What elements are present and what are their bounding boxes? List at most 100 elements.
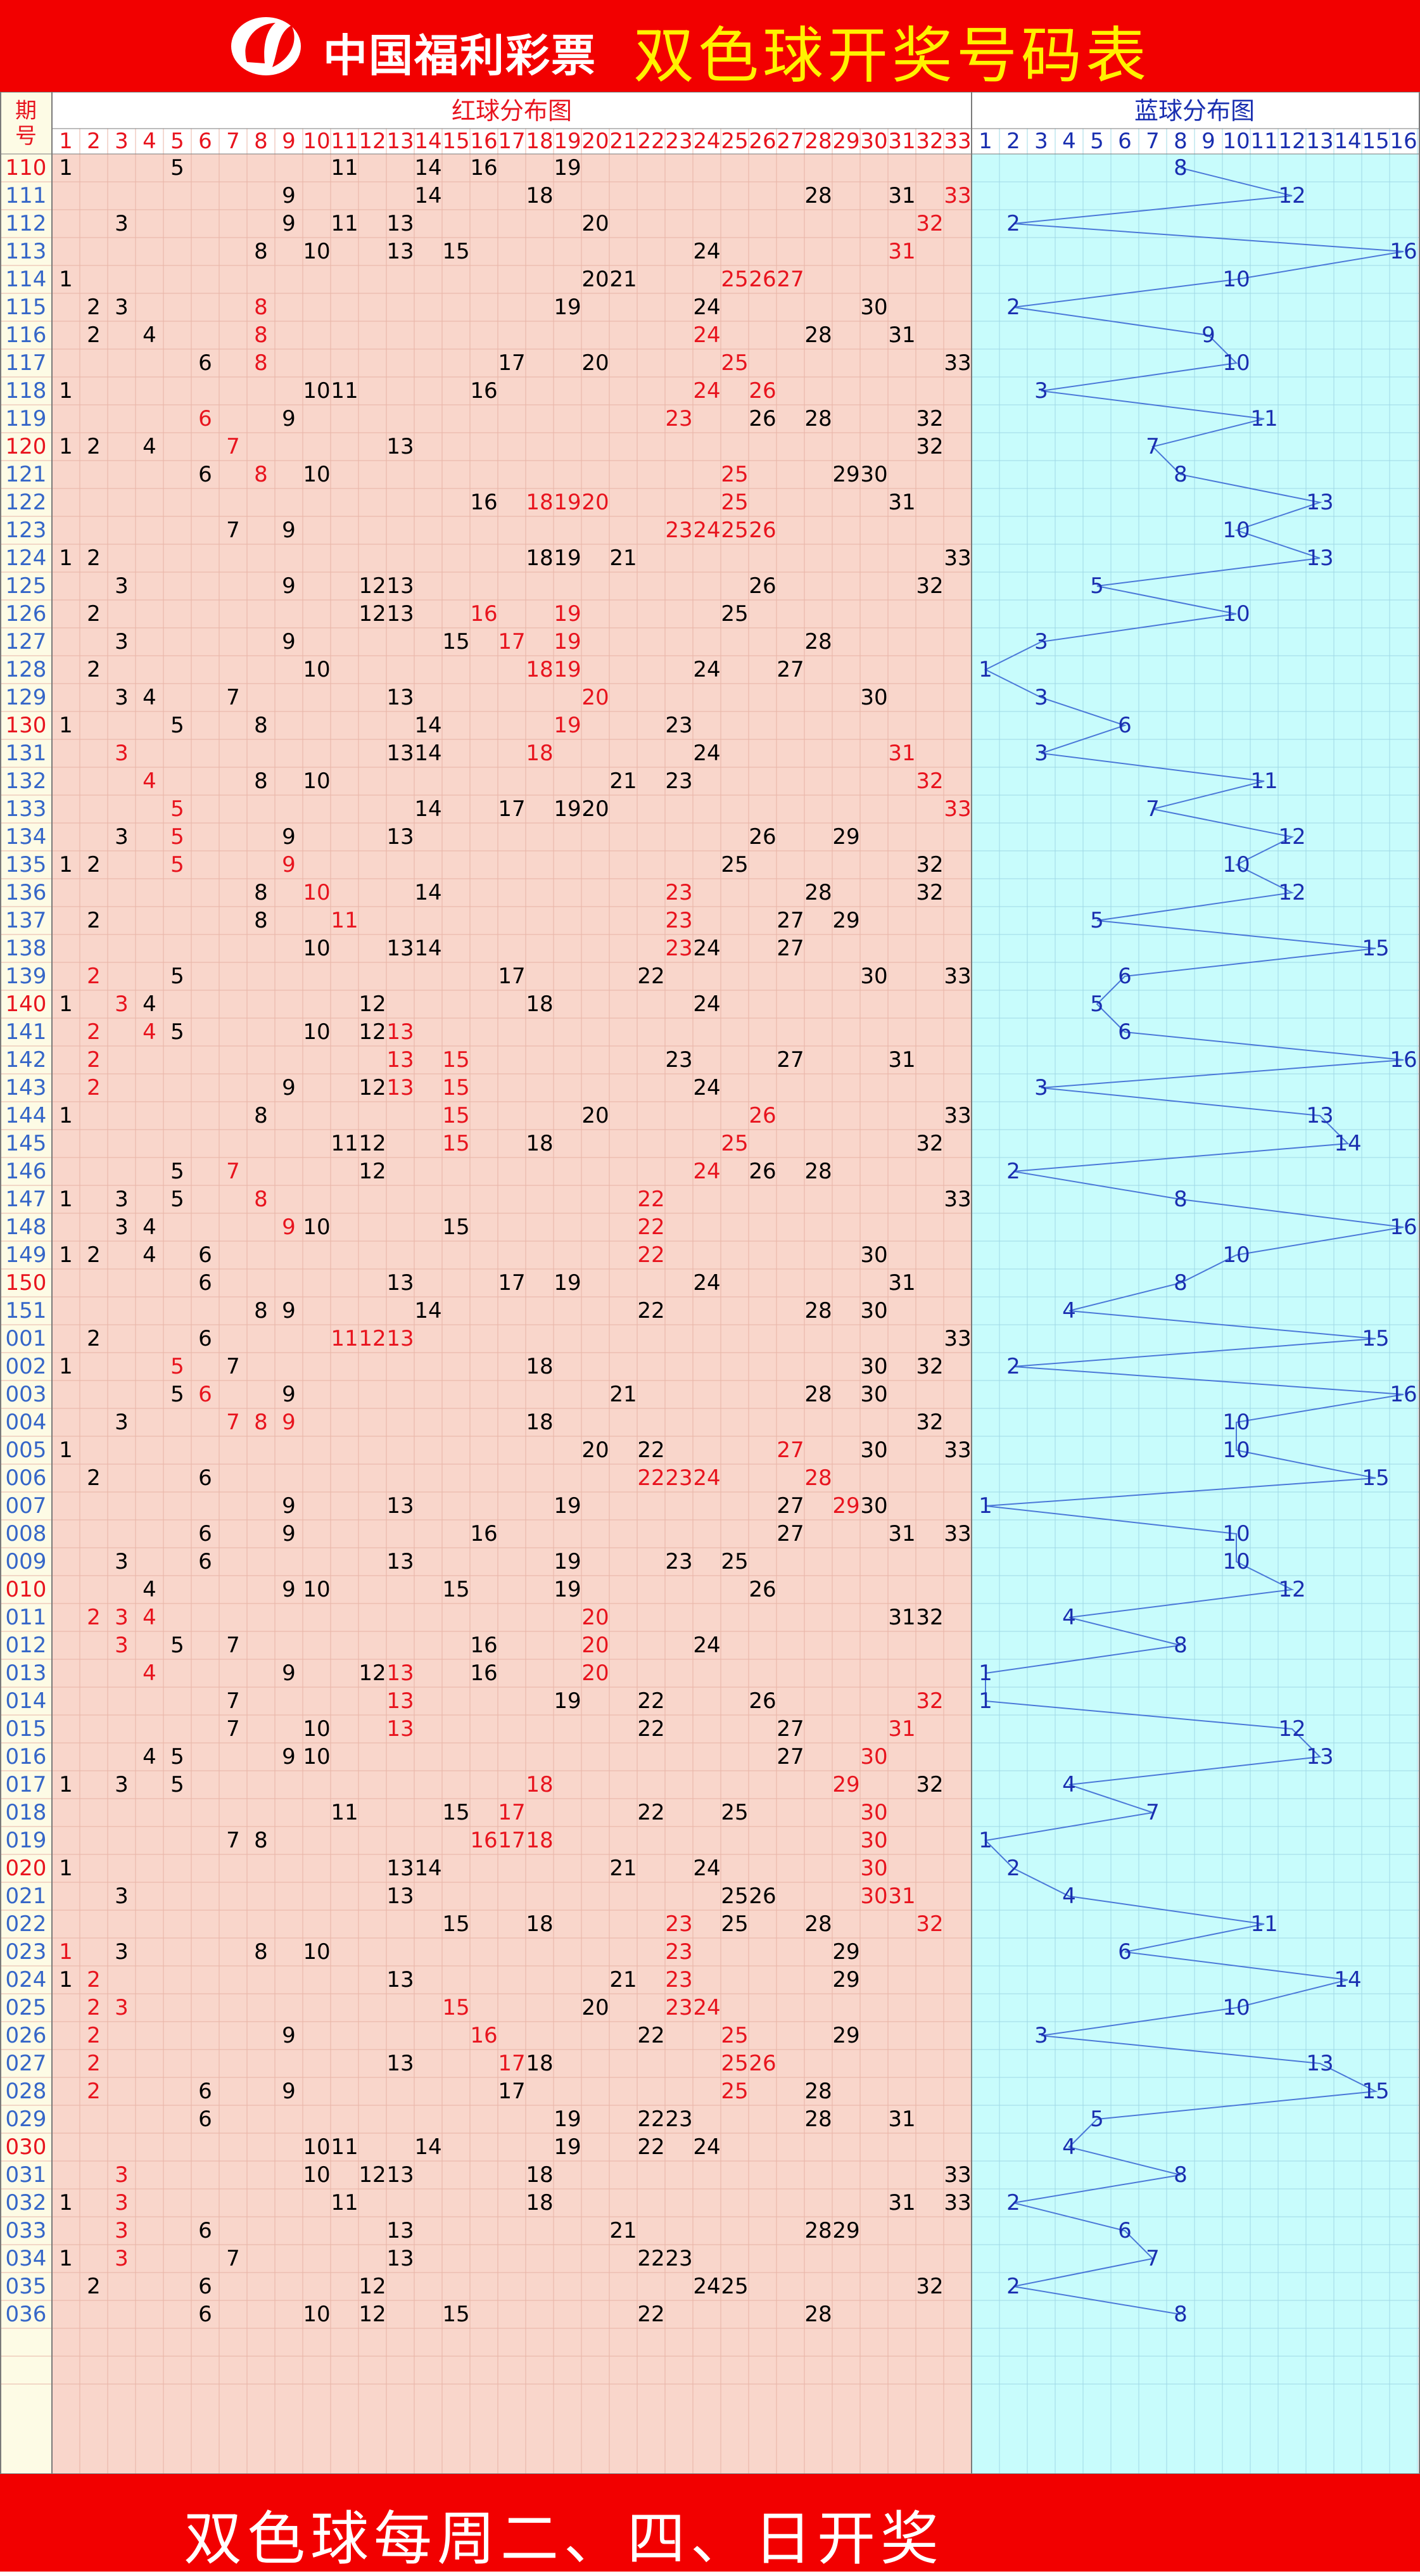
blue-ball-number: 10 [1222, 1521, 1250, 1546]
red-ball-number: 23 [665, 713, 692, 738]
red-ball-number: 1 [59, 992, 73, 1017]
blue-ball-number: 8 [1174, 155, 1188, 181]
red-ball-number: 33 [944, 2162, 971, 2188]
red-ball-number: 7 [226, 434, 240, 459]
red-ball-number: 11 [331, 908, 358, 933]
red-ball-number: 3 [115, 1215, 129, 1240]
red-ball-number: 13 [386, 1047, 414, 1073]
blue-column-number: 3 [1034, 129, 1048, 154]
red-ball-number: 14 [414, 1856, 441, 1881]
red-ball-number: 10 [303, 1744, 330, 1769]
red-column-number: 22 [637, 129, 664, 154]
red-ball-number: 9 [282, 1215, 296, 1240]
red-ball-number: 9 [282, 211, 296, 236]
red-ball-number: 33 [944, 183, 971, 208]
red-ball-number: 15 [442, 1577, 469, 1602]
red-ball-number: 22 [637, 2302, 664, 2327]
red-ball-number: 22 [637, 2246, 664, 2271]
red-ball-number: 3 [115, 1884, 129, 1909]
red-ball-number: 29 [832, 1939, 859, 1965]
period-number: 028 [6, 2079, 47, 2104]
red-ball-number: 4 [143, 992, 156, 1017]
red-ball-number: 14 [414, 2134, 441, 2160]
red-ball-number: 24 [693, 1856, 720, 1881]
red-ball-number: 16 [470, 1661, 497, 1686]
red-ball-number: 33 [944, 545, 971, 571]
red-ball-number: 14 [414, 713, 441, 738]
red-ball-number: 32 [916, 880, 943, 905]
red-column-number: 14 [414, 129, 441, 154]
red-ball-number: 28 [804, 2302, 832, 2327]
red-ball-number: 20 [581, 1661, 609, 1686]
red-ball-number: 30 [860, 964, 887, 989]
red-ball-number: 32 [916, 1410, 943, 1435]
blue-ball-number: 9 [1201, 322, 1215, 348]
blue-column-number: 14 [1334, 129, 1361, 154]
period-number: 026 [6, 2023, 47, 2048]
red-ball-number: 18 [526, 1911, 553, 1937]
blue-ball-number: 10 [1222, 350, 1250, 376]
period-number: 140 [6, 992, 47, 1017]
red-ball-number: 26 [749, 573, 776, 599]
red-ball-number: 17 [498, 796, 525, 822]
period-number: 149 [6, 1242, 47, 1268]
draw-schedule-text: 双色球每周二、四、日开奖 [184, 2505, 944, 2573]
red-ball-number: 1 [59, 852, 73, 877]
red-ball-number: 13 [386, 2246, 414, 2271]
red-ball-number: 8 [254, 1103, 268, 1128]
red-ball-number: 19 [554, 713, 581, 738]
blue-ball-number: 3 [1034, 629, 1048, 654]
period-number: 122 [6, 490, 47, 515]
red-ball-number: 10 [303, 1716, 330, 1742]
red-ball-number: 15 [442, 1103, 469, 1128]
red-column-number: 31 [888, 129, 915, 154]
red-ball-number: 5 [170, 964, 184, 989]
red-ball-number: 10 [303, 880, 330, 905]
blue-ball-number: 5 [1090, 573, 1104, 599]
red-ball-number: 2 [87, 964, 101, 989]
red-ball-number: 10 [303, 768, 330, 794]
red-ball-number: 25 [721, 2023, 748, 2048]
period-number: 138 [6, 936, 47, 961]
red-ball-number: 33 [944, 2190, 971, 2216]
red-ball-number: 22 [637, 1215, 664, 1240]
red-ball-number: 16 [470, 378, 497, 404]
red-ball-number: 26 [749, 1159, 776, 1184]
red-ball-number: 9 [282, 2023, 296, 2048]
red-ball-number: 7 [226, 1410, 240, 1435]
period-number: 034 [6, 2246, 47, 2271]
lottery-logo: 中国福利彩票 [228, 11, 608, 82]
red-ball-number: 13 [386, 1884, 414, 1909]
red-ball-number: 12 [358, 1159, 386, 1184]
red-ball-number: 13 [386, 936, 414, 961]
period-number: 123 [6, 518, 47, 543]
red-column-number: 15 [442, 129, 469, 154]
red-ball-number: 8 [254, 462, 268, 487]
red-ball-number: 18 [526, 2051, 553, 2076]
blue-ball-number: 1 [979, 1688, 992, 1714]
red-ball-number: 2 [87, 657, 101, 682]
table-border [0, 92, 1420, 2474]
red-ball-number: 31 [888, 1521, 915, 1546]
blue-ball-number: 10 [1222, 1242, 1250, 1268]
blue-ball-number: 11 [1250, 406, 1277, 431]
blue-ball-number: 15 [1362, 1326, 1389, 1351]
red-ball-number: 6 [198, 1549, 212, 1574]
red-column-number: 4 [143, 129, 156, 154]
red-ball-number: 15 [442, 1995, 469, 2020]
blue-ball-number: 1 [979, 1661, 992, 1686]
red-ball-number: 20 [581, 796, 609, 822]
period-number: 113 [6, 239, 47, 264]
red-ball-number: 8 [254, 239, 268, 264]
red-ball-number: 25 [721, 2274, 748, 2299]
red-ball-number: 2 [87, 1019, 101, 1045]
red-ball-number: 10 [303, 2162, 330, 2188]
blue-ball-number: 3 [1034, 685, 1048, 710]
red-ball-number: 2 [87, 601, 101, 627]
blue-ball-number: 10 [1222, 1995, 1250, 2020]
red-ball-number: 31 [888, 2190, 915, 2216]
period-number: 117 [6, 350, 47, 376]
period-number: 008 [6, 1521, 47, 1546]
red-ball-number: 1 [59, 1242, 73, 1268]
red-ball-number: 5 [170, 824, 184, 850]
